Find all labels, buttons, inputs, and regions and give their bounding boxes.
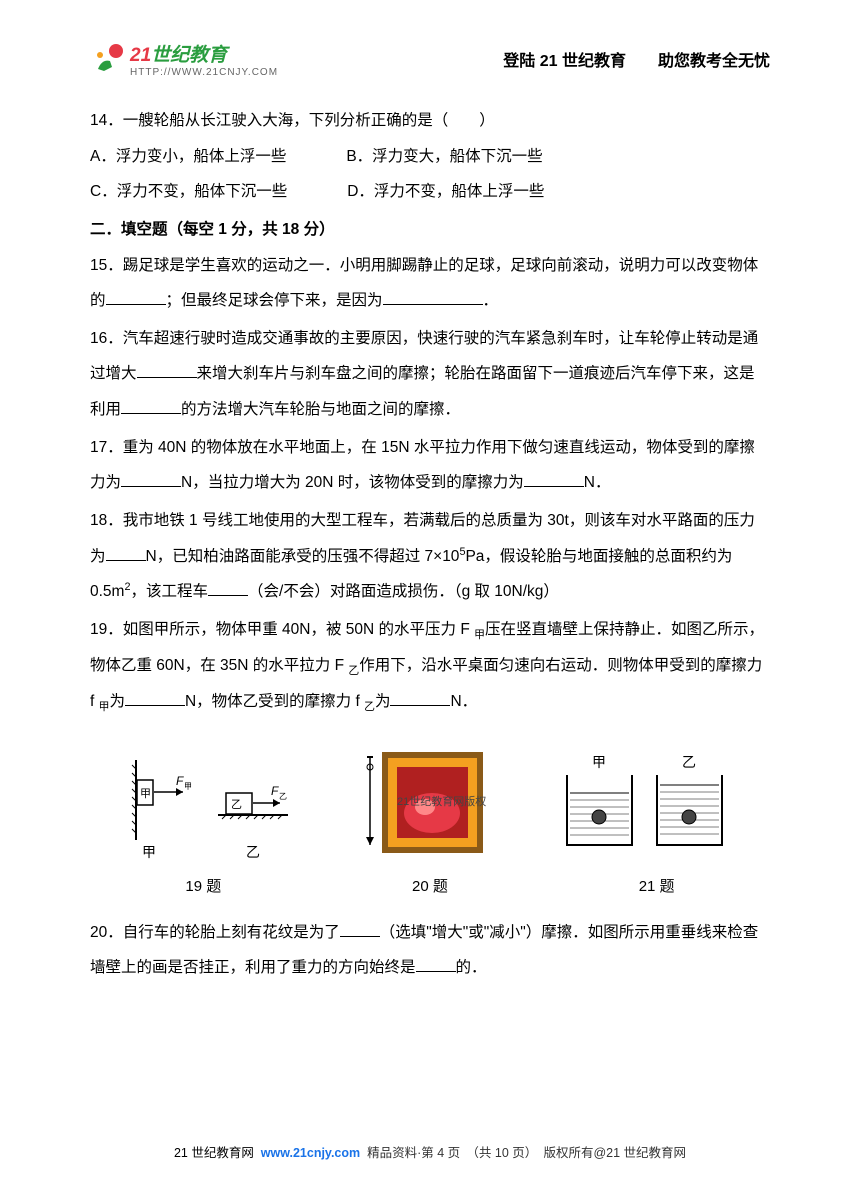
svg-text:甲: 甲 (592, 754, 606, 770)
q16-p3: 的方法增大汽车轮胎与地面之间的摩擦． (181, 401, 460, 418)
q14-stem: 14．一艘轮船从长江驶入大海，下列分析正确的是（ ） (90, 103, 770, 139)
q14-optC: C．浮力不变，船体下沉一些 (90, 174, 287, 210)
svg-text:乙: 乙 (682, 754, 696, 770)
question-20: 20．自行车的轮胎上刻有花纹是为了（选填"增大"或"减小"）摩擦．如图所示用重垂… (90, 915, 770, 986)
q14-optB: B．浮力变大，船体下沉一些 (346, 139, 542, 175)
q19-p1: 19．如图甲所示，物体甲重 40N，被 50N 的水平压力 F (90, 621, 474, 638)
q17-p2: N，当拉力增大为 20N 时，该物体受到的摩擦力为 (181, 474, 524, 491)
figure-21: 甲 乙 (552, 745, 742, 865)
footer-domain: www.21cnjy.com (261, 1146, 360, 1160)
question-19: 19．如图甲所示，物体甲重 40N，被 50N 的水平压力 F 甲压在竖直墙壁上… (90, 612, 770, 720)
blank (340, 921, 380, 937)
subscript-jia: 甲 (99, 701, 110, 713)
blank (416, 957, 456, 973)
fig-label-20: 20 题 (412, 870, 448, 905)
section-2-title: 二．填空题（每空 1 分，共 18 分） (90, 212, 770, 248)
q17-p3: N． (584, 474, 611, 491)
figure-19-yi: 乙 F乙 乙 (218, 784, 288, 860)
blank (106, 290, 166, 306)
logo-text: 21世纪教育 (130, 40, 278, 67)
beaker-jia: 甲 (567, 754, 632, 845)
subscript-yi: 乙 (364, 701, 375, 713)
blank (125, 691, 185, 707)
q20-p3: 的． (456, 959, 487, 976)
blank (390, 691, 450, 707)
subscript-jia: 甲 (474, 629, 485, 641)
svg-text:乙: 乙 (279, 792, 287, 801)
q14-optA: A．浮力变小，船体上浮一些 (90, 139, 286, 175)
svg-text:甲: 甲 (142, 844, 156, 860)
svg-text:甲: 甲 (140, 788, 151, 800)
fig-label-19: 19 题 (185, 870, 221, 905)
blank (383, 290, 483, 306)
q20-p1: 20．自行车的轮胎上刻有花纹是为了 (90, 924, 340, 941)
svg-text:F: F (176, 774, 184, 788)
logo: 21世纪教育 HTTP://WWW.21CNJY.COM (90, 40, 278, 78)
question-16: 16．汽车超速行驶时造成交通事故的主要原因，快速行驶的汽车紧急刹车时，让车轮停止… (90, 321, 770, 428)
svg-text:甲: 甲 (184, 782, 192, 791)
svg-text:F: F (271, 784, 279, 798)
content-body: 14．一艘轮船从长江驶入大海，下列分析正确的是（ ） A．浮力变小，船体上浮一些… (90, 103, 770, 986)
watermark-text: 21世纪教育网版权 (397, 794, 486, 808)
q15-p3: ． (483, 292, 499, 309)
question-15: 15．踢足球是学生喜欢的运动之一．小明用脚踢静止的足球，足球向前滚动，说明力可以… (90, 248, 770, 319)
logo-url: HTTP://WWW.21CNJY.COM (130, 67, 278, 78)
blank (137, 363, 197, 379)
q19-p2: 为 (109, 693, 125, 710)
blank (121, 472, 181, 488)
q14-optD: D．浮力不变，船体上浮一些 (347, 174, 544, 210)
logo-icon (90, 41, 126, 77)
page-header: 21世纪教育 HTTP://WWW.21CNJY.COM 登陆 21 世纪教育 … (90, 40, 770, 78)
q19-p3: N，物体乙受到的摩擦力 f (185, 693, 364, 710)
footer-site: 21 世纪教育网 (174, 1146, 254, 1160)
svg-text:乙: 乙 (246, 844, 260, 860)
blank (121, 399, 181, 415)
footer-mid: 精品资料·第 4 页 （共 10 页） 版权所有@21 世纪教育网 (367, 1146, 686, 1160)
q18-p2: N，已知柏油路面能承受的压强不得超过 7×10 (146, 548, 460, 565)
beaker-yi: 乙 (657, 754, 722, 845)
q14-row1: A．浮力变小，船体上浮一些 B．浮力变大，船体下沉一些 (90, 139, 770, 175)
question-14: 14．一艘轮船从长江驶入大海，下列分析正确的是（ ） A．浮力变小，船体上浮一些… (90, 103, 770, 210)
svg-text:乙: 乙 (231, 798, 242, 811)
header-slogan: 登陆 21 世纪教育 助您教考全无忧 (503, 47, 770, 71)
figure-19: 甲 F甲 甲 乙 F乙 乙 (118, 745, 298, 865)
question-17: 17．重为 40N 的物体放在水平地面上，在 15N 水平拉力作用下做匀速直线运… (90, 430, 770, 501)
q19-p5: N． (450, 693, 477, 710)
subscript-yi: 乙 (348, 665, 359, 677)
figure-19-jia: 甲 F甲 甲 (132, 760, 192, 860)
figure-labels-row: 19 题 20 题 21 题 (90, 870, 770, 905)
q18-p3: （会/不会）对路面造成损伤．（g 取 10N/kg） (248, 583, 559, 600)
q14-row2: C．浮力不变，船体下沉一些 D．浮力不变，船体上浮一些 (90, 174, 770, 210)
fig-label-21: 21 题 (639, 870, 675, 905)
blank (524, 472, 584, 488)
q15-p2: ；但最终足球会停下来，是因为 (166, 292, 383, 309)
logo-text-wrap: 21世纪教育 HTTP://WWW.21CNJY.COM (130, 40, 278, 78)
blank (106, 545, 146, 561)
figure-20: 21世纪教育网版权 (355, 745, 495, 865)
blank (208, 581, 248, 597)
page-footer: 21 世纪教育网 www.21cnjy.com 精品资料·第 4 页 （共 10… (0, 1142, 860, 1161)
figures-row: 甲 F甲 甲 乙 F乙 乙 (90, 735, 770, 865)
q19-p4: 为 (375, 693, 391, 710)
question-18: 18．我市地铁 1 号线工地使用的大型工程车，若满载后的总质量为 30t，则该车… (90, 503, 770, 610)
q18-p2c: ，该工程车 (131, 583, 209, 600)
